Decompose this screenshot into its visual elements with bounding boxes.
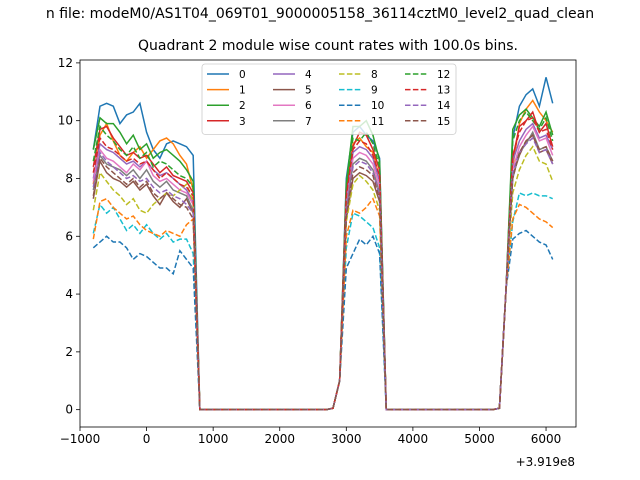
series-line-3 xyxy=(92,110,554,411)
legend-label-2: 2 xyxy=(239,100,246,112)
y-tick-label: 4 xyxy=(65,287,73,301)
series-line-9 xyxy=(92,191,553,411)
y-tick-label: 2 xyxy=(65,345,73,359)
y-tick-label: 6 xyxy=(65,229,73,243)
x-tick-label: 6000 xyxy=(531,432,562,446)
y-tick-label: 10 xyxy=(58,114,73,128)
figure-suptitle: n file: modeM0/AS1T04_069T01_9000005158_… xyxy=(46,6,594,22)
x-tick-label: −1000 xyxy=(60,432,101,446)
y-tick-label: 8 xyxy=(65,171,73,185)
x-tick-label: 4000 xyxy=(398,432,429,446)
legend-label-11: 11 xyxy=(371,116,384,128)
legend-label-6: 6 xyxy=(305,100,312,112)
legend-label-14: 14 xyxy=(437,100,451,112)
legend-label-1: 1 xyxy=(239,85,246,97)
x-tick-label: 5000 xyxy=(464,432,495,446)
legend-label-4: 4 xyxy=(305,69,312,81)
legend-label-0: 0 xyxy=(239,69,246,81)
x-axis-offset-label: +3.919e8 xyxy=(516,455,575,469)
chart-title: Quadrant 2 module wise count rates with … xyxy=(138,38,518,54)
series-line-12 xyxy=(92,110,554,411)
series-line-14 xyxy=(92,136,554,411)
series-line-10 xyxy=(92,229,554,411)
x-tick-label: 2000 xyxy=(264,432,295,446)
legend-label-10: 10 xyxy=(371,100,384,112)
x-tick-label: 3000 xyxy=(331,432,362,446)
legend-frame xyxy=(201,63,457,135)
series-line-15 xyxy=(92,133,554,411)
series-line-8 xyxy=(92,145,554,411)
legend-label-7: 7 xyxy=(305,116,312,128)
legend-label-9: 9 xyxy=(371,85,378,97)
legend-label-5: 5 xyxy=(305,85,312,97)
y-tick-label: 0 xyxy=(65,403,73,417)
legend-label-8: 8 xyxy=(371,69,378,81)
legend-label-13: 13 xyxy=(437,85,450,97)
x-tick-label: 1000 xyxy=(198,432,229,446)
legend-label-15: 15 xyxy=(437,116,450,128)
legend-label-12: 12 xyxy=(437,69,450,81)
axes-frame xyxy=(79,59,577,428)
series-line-11 xyxy=(92,197,554,411)
x-tick-label: 0 xyxy=(143,432,151,446)
series-line-4 xyxy=(92,122,554,411)
legend-label-3: 3 xyxy=(239,116,246,128)
y-tick-label: 12 xyxy=(58,56,73,70)
series-line-1 xyxy=(92,99,554,411)
